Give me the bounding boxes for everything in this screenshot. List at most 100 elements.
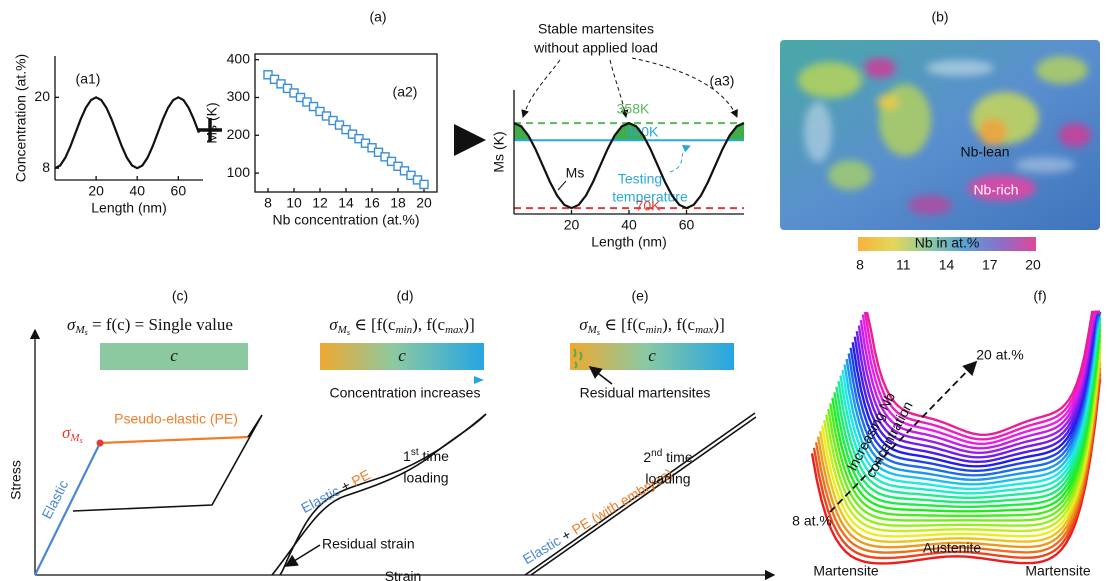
energy-curve [829, 328, 1102, 517]
range-label: 8 at.% [792, 513, 832, 529]
unloading-line [72, 414, 263, 512]
energy-curve [823, 345, 1102, 533]
blob [1059, 123, 1091, 147]
energy-curve [861, 310, 1100, 446]
bar-label: c [648, 346, 656, 365]
label-part: Elastic [520, 532, 564, 567]
annotation: temperature [612, 189, 688, 205]
x-tick-label: 18 [390, 195, 406, 211]
energy-curve [833, 317, 1102, 508]
pe-line [99, 435, 249, 445]
blob [968, 175, 1036, 201]
panel-heading: (a) [369, 9, 386, 25]
y-tick-label: 400 [227, 50, 251, 66]
curve-label: Pseudo-elastic (PE) [114, 411, 238, 427]
panel-heading: (b) [931, 9, 948, 25]
series-line [54, 96, 200, 170]
annotation-arrow [521, 59, 561, 118]
formula: σMs ∈ [f(cmin), f(cmax)] [579, 315, 725, 337]
formula-part: )] [713, 315, 724, 334]
formula-part: min [396, 324, 413, 336]
reference-label: 358K [617, 101, 650, 117]
x-axis-title: Length (nm) [91, 200, 166, 216]
formula-part: ), f(c [412, 315, 445, 334]
region-label: Nb-rich [973, 182, 1018, 198]
x-tick-label: 16 [364, 195, 380, 211]
x-axis-title: Nb concentration (at.%) [272, 212, 419, 228]
x-tick-label: 8 [264, 195, 272, 211]
series-line [513, 121, 745, 210]
bar-label: c [170, 346, 178, 365]
energy-curve [821, 351, 1102, 538]
energy-curve [818, 356, 1102, 543]
concentration-bar [100, 343, 248, 370]
label-part: Elastic [298, 482, 342, 515]
arrow [284, 544, 321, 567]
label-part: time [419, 448, 450, 464]
blob [804, 102, 832, 162]
annotation-arrow [669, 144, 691, 173]
formula-part: s [597, 328, 600, 337]
x-tick-label: 40 [621, 217, 637, 233]
blob [864, 58, 896, 78]
marker [308, 101, 319, 112]
concentration-bar [320, 343, 484, 370]
label-part: s [80, 436, 83, 445]
panel-heading: (e) [631, 288, 648, 304]
formula-part: M [74, 324, 85, 336]
blob [926, 60, 994, 76]
energy-curve [847, 311, 1102, 477]
axis-title: Stress [8, 460, 24, 500]
x-tick-label: 40 [129, 183, 145, 199]
energy-curve [814, 367, 1102, 554]
label-part: nd [651, 448, 662, 459]
energy-curve [810, 378, 1102, 565]
panel-heading: (c) [172, 288, 188, 304]
energy-curve [825, 339, 1102, 527]
region-label: Nb-lean [960, 144, 1009, 160]
unloading-curve [530, 416, 757, 576]
formula-part: s [85, 328, 88, 337]
energy-curve [845, 311, 1102, 482]
blob [908, 195, 952, 215]
blob [877, 94, 899, 110]
energy-curve [816, 362, 1102, 549]
x-tick-label: 60 [679, 217, 695, 233]
colorbar-tick-label: 11 [896, 257, 911, 273]
colorbar-tick-label: 20 [1025, 257, 1041, 273]
loading-curve [524, 412, 756, 576]
blob [1015, 157, 1075, 173]
annotation-arrow [631, 57, 738, 118]
energy-curve [865, 310, 1100, 437]
energy-curve [841, 311, 1102, 490]
formula-part: min [646, 324, 663, 336]
plus-sign [198, 118, 222, 142]
formula-part: max [695, 324, 713, 336]
label-part: 1 [403, 448, 411, 464]
label-part: PE [349, 466, 373, 489]
energy-curve [855, 310, 1100, 459]
label-part: M [69, 432, 80, 444]
y-tick-label: 200 [227, 126, 251, 142]
blob [979, 118, 1007, 146]
colorbar-tick-label: 17 [982, 257, 998, 273]
energy-curve [839, 311, 1102, 495]
state-label: Martensite [813, 563, 879, 579]
annotation: Testing [618, 171, 662, 187]
residual-marks [573, 348, 583, 369]
formula-part: M [337, 324, 348, 336]
colorbar-tick-label: 8 [856, 257, 864, 273]
x-tick-label: 60 [171, 183, 187, 199]
panel-label: (a1) [76, 71, 101, 87]
energy-curve [849, 311, 1101, 473]
annotation-arrow [609, 59, 629, 118]
energy-curve [863, 310, 1100, 441]
loading-label: loading [403, 470, 448, 486]
dashed-arrow [829, 360, 978, 513]
annotation: Stable martensites [538, 21, 654, 37]
reference-label: 300K [626, 124, 659, 140]
x-tick-label: 14 [338, 195, 354, 211]
energy-curve [843, 311, 1102, 486]
atom-probe-map [780, 40, 1100, 230]
